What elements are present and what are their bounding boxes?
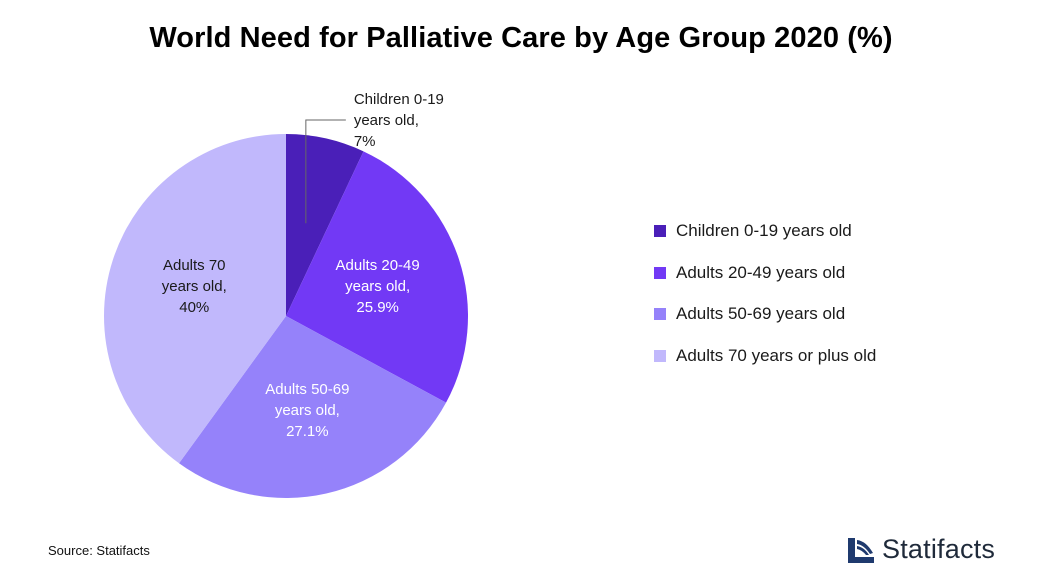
legend-label: Adults 20-49 years old <box>676 262 846 282</box>
legend-item: Children 0-19 years old <box>654 219 876 243</box>
chart-title: World Need for Palliative Care by Age Gr… <box>149 22 893 54</box>
legend-item: Adults 50-69 years old <box>654 302 876 326</box>
slice-label-line: 40% <box>179 299 209 316</box>
slice-label: Adults 50-69 years old, 27.1% <box>265 381 349 440</box>
slice-label-line: Children 0-19 <box>354 91 444 108</box>
brand-name: Statifacts <box>882 534 996 564</box>
legend-item: Adults 70 years or plus old <box>654 344 876 368</box>
pie-slice <box>104 134 287 464</box>
slice-label-line: Adults 50-69 <box>265 381 349 398</box>
slice-label-line: years old, <box>162 278 227 295</box>
legend-label: Children 0-19 years old <box>676 221 852 240</box>
slice-label: Adults 20-49 years old, 25.9% <box>336 257 420 316</box>
legend: Children 0-19 years old Adults 20-49 yea… <box>654 219 876 385</box>
legend-label: Adults 50-69 years old <box>676 304 846 323</box>
slice-label-line: years old, <box>275 402 340 419</box>
source-note: Source: Statifacts <box>48 543 150 558</box>
slice-label-line: Adults 70 <box>163 257 226 274</box>
brand-logo: Statifacts <box>846 534 995 565</box>
legend-item: Adults 20-49 years old <box>654 261 876 285</box>
legend-swatch <box>654 266 666 279</box>
slice-label: Children 0-19 years old, 7% <box>354 91 444 150</box>
legend-swatch <box>654 308 666 320</box>
slice-label-line: Adults 20-49 <box>336 257 420 274</box>
statifacts-logo-icon <box>846 534 876 565</box>
slice-label-line: 7% <box>354 133 376 150</box>
legend-label: Adults 70 years or plus old <box>676 345 877 365</box>
slice-label-line: years old, <box>354 112 419 129</box>
slice-label-line: years old, <box>345 278 410 295</box>
legend-swatch <box>654 349 666 362</box>
slice-label-line: 25.9% <box>356 299 399 316</box>
slice-label-line: 27.1% <box>286 423 329 440</box>
pie-slice <box>286 151 469 403</box>
label-leader-line <box>305 119 346 224</box>
legend-swatch <box>654 225 666 237</box>
pie-slice <box>179 316 447 498</box>
slice-label: Adults 70 years old, 40% <box>162 257 227 316</box>
